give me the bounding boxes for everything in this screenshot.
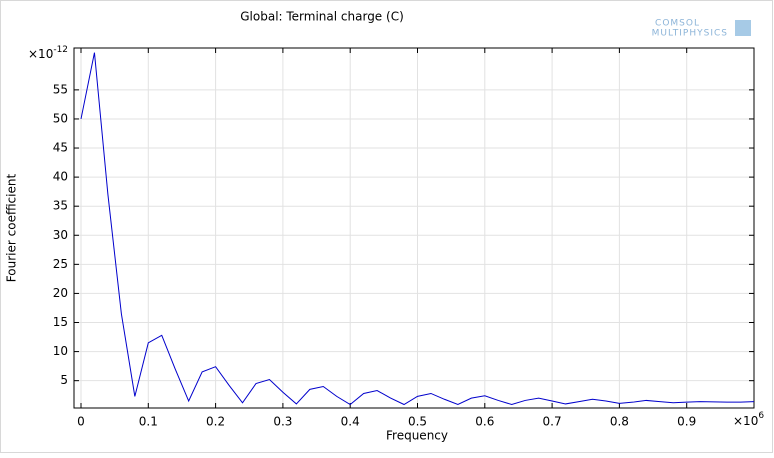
y-tick-label: 25 (53, 257, 68, 271)
x-tick-label: 0.5 (408, 415, 427, 429)
x-tick-label: 0.6 (475, 415, 494, 429)
x-tick-label: 0 (77, 415, 85, 429)
x-tick-label: 0.8 (610, 415, 629, 429)
y-multiplier-exponent: -12 (53, 45, 68, 55)
logo-line: MULTIPHYSICS (652, 29, 728, 39)
x-tick-label: 0.3 (273, 415, 292, 429)
chart-title: Global: Terminal charge (C) (240, 10, 404, 24)
x-tick-label: 0.7 (543, 415, 562, 429)
y-multiplier: ×10-12 (28, 45, 68, 61)
x-multiplier-base: ×10 (733, 414, 758, 428)
y-tick-label: 55 (53, 82, 68, 96)
y-tick-label: 20 (53, 286, 68, 300)
y-tick-label: 30 (53, 228, 68, 242)
x-tick-label: 0.1 (139, 415, 158, 429)
y-multiplier-base: ×10 (28, 47, 53, 61)
x-tick-label: 0.4 (341, 415, 360, 429)
logo-line: COMSOL (655, 19, 700, 29)
x-multiplier: ×106 (733, 411, 764, 428)
y-tick-label: 15 (53, 315, 68, 329)
plot-border (73, 47, 755, 409)
y-tick-label: 45 (53, 141, 68, 155)
y-tick-label: 50 (53, 111, 68, 125)
x-axis-label: Frequency (386, 429, 448, 443)
y-tick-label: 5 (60, 373, 68, 387)
x-tick-label: 0.9 (677, 415, 696, 429)
y-tick-label: 10 (53, 344, 68, 358)
plot-area (74, 48, 754, 408)
logo-icon (735, 20, 751, 36)
y-axis-label: Fourier coefficient (5, 174, 19, 283)
x-tick-label: 0.2 (206, 415, 225, 429)
y-tick-label: 40 (53, 170, 68, 184)
y-tick-label: 35 (53, 199, 68, 213)
x-multiplier-exponent: 6 (758, 411, 764, 421)
data-line (80, 52, 755, 406)
